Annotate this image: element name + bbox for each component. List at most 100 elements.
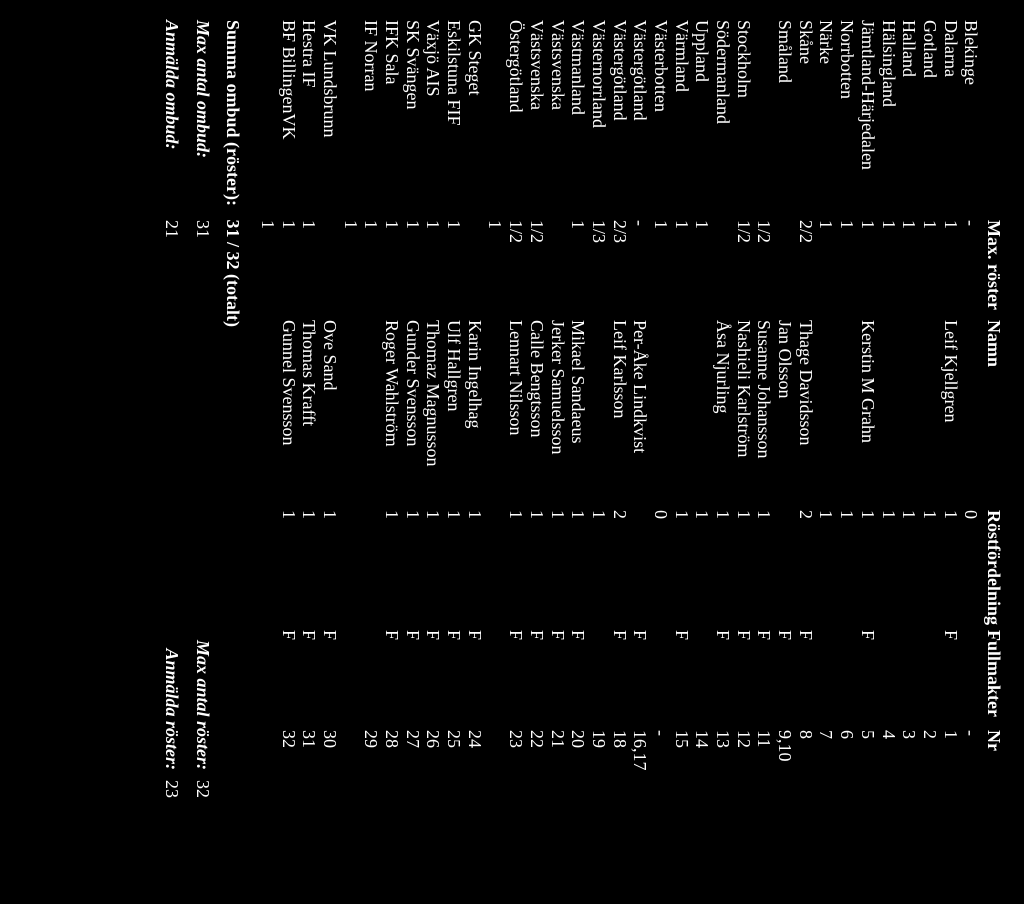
table-row: SmålandJan OlssonF9,10 bbox=[774, 20, 795, 864]
rf-cell: 1 bbox=[816, 510, 837, 630]
table-row: Dalarna1Leif Kjellgren1F1 bbox=[940, 20, 961, 864]
max-roster-label: Max antal röster: bbox=[192, 510, 213, 780]
region-cell: BF BillingenVK bbox=[278, 20, 299, 220]
namn-cell: Thomaz Magnusson bbox=[423, 320, 444, 510]
namn-cell: Thomas Krafft bbox=[299, 320, 320, 510]
max-roster-value: 32 bbox=[192, 780, 213, 830]
namn-cell: Leif Kjellgren bbox=[940, 320, 961, 510]
namn-cell: Ulf Hallgren bbox=[443, 320, 464, 510]
nr-cell: 22 bbox=[526, 730, 547, 790]
full-cell: F bbox=[402, 630, 423, 730]
totals-row-2: Anmälda ombud: 21 Anmälda röster: 23 bbox=[161, 20, 182, 864]
rf-cell: 1 bbox=[506, 510, 527, 630]
max-cell: 1/3 bbox=[588, 220, 609, 320]
summary-value: 31 / 32 (totalt) bbox=[223, 220, 243, 327]
full-cell: F bbox=[733, 630, 754, 730]
nr-cell: 12 bbox=[733, 730, 754, 790]
table-row: Närke117 bbox=[816, 20, 837, 864]
nr-cell: 14 bbox=[692, 730, 713, 790]
max-cell: 1 bbox=[878, 220, 899, 320]
rf-cell: 2 bbox=[795, 510, 816, 630]
max-cell: 1 bbox=[940, 220, 961, 320]
max-cell: 1 bbox=[857, 220, 878, 320]
nr-cell: 20 bbox=[568, 730, 589, 790]
region-cell: Skåne bbox=[795, 20, 816, 220]
full-cell: F bbox=[299, 630, 320, 730]
table-row: SödermanlandÅsa Njurling1F13 bbox=[712, 20, 733, 864]
table-row: Hälsingland114 bbox=[878, 20, 899, 864]
region-cell: SK Svängen bbox=[402, 20, 423, 220]
rf-cell: 1 bbox=[319, 510, 340, 630]
summary-row: Summa ombud (röster): 31 / 32 (totalt) bbox=[223, 20, 244, 864]
max-cell: 1 bbox=[919, 220, 940, 320]
nr-cell: 29 bbox=[361, 730, 382, 790]
rf-cell: 1 bbox=[940, 510, 961, 630]
namn-cell: Nashieli Karlström bbox=[733, 320, 754, 510]
table-body: Blekinge-0-Dalarna1Leif Kjellgren1F1Gotl… bbox=[257, 20, 981, 864]
table-row: Västergötland-Per-Åke LindkvistF16,17 bbox=[630, 20, 651, 864]
namn-cell: Kerstin M Grahn bbox=[857, 320, 878, 510]
region-cell: Uppland bbox=[692, 20, 713, 220]
region-cell: Södermanland bbox=[712, 20, 733, 220]
region-cell: Blekinge bbox=[961, 20, 982, 220]
region-cell: Västergötland bbox=[630, 20, 651, 220]
max-cell: 1 bbox=[692, 220, 713, 320]
rf-cell: 1 bbox=[443, 510, 464, 630]
table-row: Östergötland1/2Lennart Nilsson1F23 bbox=[506, 20, 527, 864]
table-row: Värmland11F15 bbox=[671, 20, 692, 864]
rf-cell: 2 bbox=[609, 510, 630, 630]
totals-row-1: Max antal ombud: 31 Max antal röster: 32 bbox=[192, 20, 213, 864]
full-cell: F bbox=[774, 630, 795, 730]
rf-cell: 1 bbox=[671, 510, 692, 630]
namn-cell: Per-Åke Lindkvist bbox=[630, 320, 651, 510]
full-cell: F bbox=[443, 630, 464, 730]
full-cell: F bbox=[464, 630, 485, 730]
rf-cell: 0 bbox=[961, 510, 982, 630]
nr-cell: 21 bbox=[547, 730, 568, 790]
nr-cell: 13 bbox=[712, 730, 733, 790]
region-cell: Eskilstuna FIF bbox=[443, 20, 464, 220]
region-cell: Småland bbox=[774, 20, 795, 220]
max-cell: 2/3 bbox=[609, 220, 630, 320]
namn-cell: Jan Olsson bbox=[774, 320, 795, 510]
table-row: 1/2Susanne Johansson1F11 bbox=[754, 20, 775, 864]
anmalda-roster-value: 23 bbox=[161, 780, 182, 830]
region-cell: Gotland bbox=[919, 20, 940, 220]
region-cell: Jämtland-Härjedalen bbox=[857, 20, 878, 220]
rf-cell: 1 bbox=[837, 510, 858, 630]
rf-cell: 1 bbox=[712, 510, 733, 630]
rf-cell: 1 bbox=[381, 510, 402, 630]
table-row: Skåne2/2Thage Davidsson2F8 bbox=[795, 20, 816, 864]
nr-cell: - bbox=[961, 730, 982, 790]
max-ombud-value: 31 bbox=[192, 220, 213, 320]
namn-cell: Gunder Svensson bbox=[402, 320, 423, 510]
table-row: IFK Sala1Roger Wahlström1F28 bbox=[381, 20, 402, 864]
nr-cell: - bbox=[650, 730, 671, 790]
nr-cell: 5 bbox=[857, 730, 878, 790]
namn-cell: Lennart Nilsson bbox=[506, 320, 527, 510]
table-row: Blekinge-0- bbox=[961, 20, 982, 864]
table-row: Stockholm1/2Nashieli Karlström1F12 bbox=[733, 20, 754, 864]
max-cell: 1 bbox=[816, 220, 837, 320]
nr-cell: 30 bbox=[319, 730, 340, 790]
nr-cell: 4 bbox=[878, 730, 899, 790]
max-cell: 2/2 bbox=[795, 220, 816, 320]
region-cell: GK Steget bbox=[464, 20, 485, 220]
nr-cell: 18 bbox=[609, 730, 630, 790]
full-cell: F bbox=[506, 630, 527, 730]
rf-cell: 1 bbox=[547, 510, 568, 630]
max-cell: 1 bbox=[443, 220, 464, 320]
full-cell: F bbox=[609, 630, 630, 730]
rf-cell: 1 bbox=[754, 510, 775, 630]
region-cell: Östergötland bbox=[506, 20, 527, 220]
max-ombud-label: Max antal ombud: bbox=[192, 20, 213, 220]
table-row: BF BillingenVK1Gunnel Svensson1F32 bbox=[278, 20, 299, 864]
rf-cell: 1 bbox=[526, 510, 547, 630]
full-cell: F bbox=[547, 630, 568, 730]
nr-cell: 26 bbox=[423, 730, 444, 790]
table-row: Norrbotten116 bbox=[837, 20, 858, 864]
region-cell: Västsvenska bbox=[526, 20, 547, 220]
max-cell: 1 bbox=[568, 220, 589, 320]
region-cell: Växjö AIS bbox=[423, 20, 444, 220]
namn-cell: Thage Davidsson bbox=[795, 320, 816, 510]
